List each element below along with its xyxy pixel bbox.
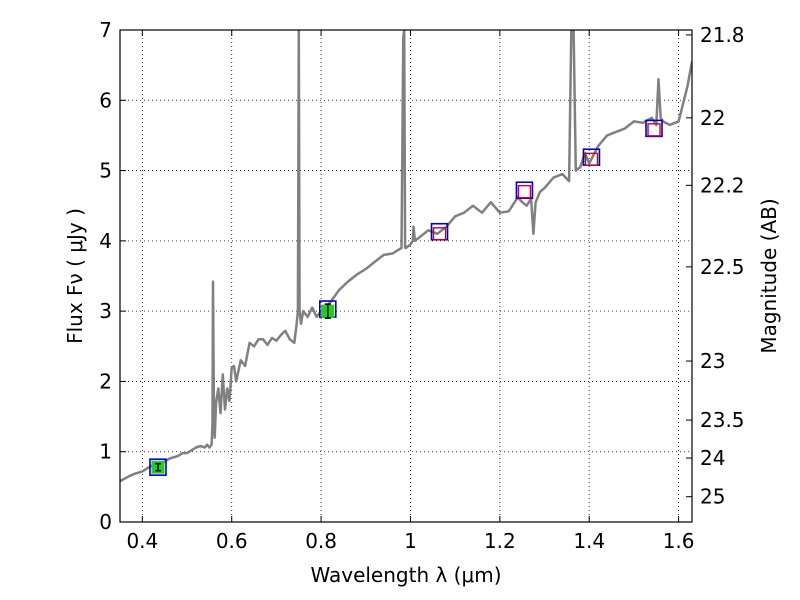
model-flux-marker bbox=[149, 458, 167, 476]
y2-tick-label: 22.5 bbox=[700, 255, 745, 279]
observed-flux-marker bbox=[647, 123, 661, 137]
observed-flux-marker bbox=[517, 184, 532, 199]
y-tick-label: 0 bbox=[99, 510, 112, 534]
plot-frame bbox=[119, 29, 693, 523]
y-tick-label: 5 bbox=[99, 159, 112, 183]
y2-tick-label: 23.5 bbox=[700, 408, 745, 432]
photometry-markers bbox=[149, 119, 663, 476]
y2-tick-label: 25 bbox=[700, 485, 725, 509]
y2-tick-label: 24 bbox=[700, 446, 725, 470]
y-tick-label: 4 bbox=[99, 229, 112, 253]
y2-tick-label: 21.8 bbox=[700, 23, 745, 47]
y-tick-label: 6 bbox=[99, 88, 112, 112]
observed-flux-marker bbox=[584, 152, 599, 167]
spectrum-line bbox=[120, 30, 692, 483]
y-tick-label: 1 bbox=[99, 440, 112, 464]
spectrum-series bbox=[120, 30, 692, 483]
x-tick-label: 1.6 bbox=[663, 529, 695, 553]
x-tick-label: 0.4 bbox=[126, 529, 158, 553]
y2-tick-label: 22 bbox=[700, 106, 725, 130]
x-tick-label: 0.8 bbox=[305, 529, 337, 553]
y-tick-label: 2 bbox=[99, 369, 112, 393]
y2-tick-label: 23 bbox=[700, 349, 725, 373]
observed-flux-marker bbox=[432, 227, 447, 241]
x-tick-label: 1.2 bbox=[484, 529, 516, 553]
y-tick-label: 3 bbox=[99, 299, 112, 323]
x-tick-label: 0.6 bbox=[216, 529, 248, 553]
x-axis-title: Wavelength λ (μm) bbox=[310, 563, 501, 587]
x-tick-label: 1 bbox=[404, 529, 417, 553]
y-tick-label: 7 bbox=[99, 18, 112, 42]
y-axis-title: Flux Fν ( μJy ) bbox=[63, 208, 87, 344]
x-tick-label: 1.4 bbox=[573, 529, 605, 553]
y2-axis-title: Magnitude (AB) bbox=[757, 198, 781, 353]
y2-tick-label: 22.2 bbox=[700, 173, 745, 197]
